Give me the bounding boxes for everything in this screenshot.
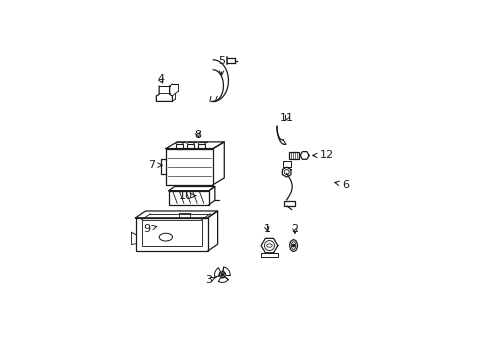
Bar (175, 144, 183, 149)
Text: 2: 2 (291, 224, 298, 234)
Bar (282, 161, 290, 167)
Bar (166, 149, 213, 185)
Bar (168, 191, 208, 204)
Bar (289, 152, 299, 159)
Text: 9: 9 (143, 224, 157, 234)
Bar (135, 218, 207, 251)
Bar (198, 144, 204, 149)
Text: 10: 10 (178, 191, 195, 201)
Text: 5: 5 (218, 56, 224, 75)
Bar (142, 220, 201, 246)
Text: 7: 7 (147, 160, 162, 170)
Circle shape (221, 274, 223, 276)
Text: 4: 4 (157, 74, 164, 84)
Bar (260, 253, 278, 257)
Text: 3: 3 (204, 275, 215, 285)
Text: 1: 1 (263, 224, 270, 234)
Text: 12: 12 (312, 150, 333, 161)
Bar (186, 144, 193, 149)
Circle shape (292, 244, 294, 247)
Text: 11: 11 (279, 113, 293, 123)
Text: 6: 6 (334, 180, 348, 190)
Bar (284, 201, 294, 206)
Text: 8: 8 (194, 130, 201, 140)
